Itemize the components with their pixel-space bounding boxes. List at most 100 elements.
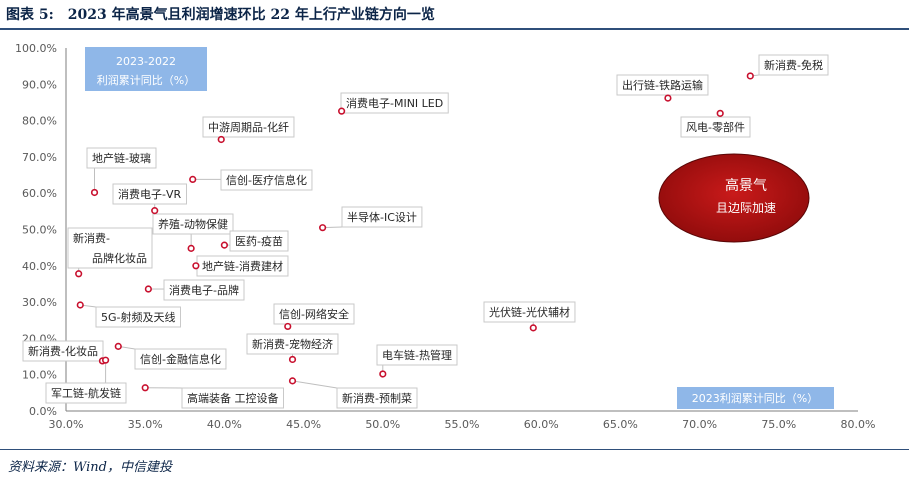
point-label: 新消费- 品牌化妆品 xyxy=(67,227,153,269)
data-point xyxy=(284,322,292,331)
point-label-text: 新消费-预制菜 xyxy=(342,391,412,405)
data-point xyxy=(75,270,83,278)
point-label-text: 新消费-免税 xyxy=(764,58,823,72)
highlight-ellipse xyxy=(658,153,810,243)
point-label-box xyxy=(112,183,187,205)
point-label: 中游周期品-化纤 xyxy=(202,116,295,138)
y-axis-title-box: 2023-2022 利润累计同比（%） xyxy=(85,47,207,91)
point-label-box xyxy=(95,306,181,328)
point-label-box xyxy=(616,74,709,96)
y-axis-title-line1: 2023-2022 xyxy=(116,55,176,68)
data-point xyxy=(288,355,297,364)
point-label-box xyxy=(220,169,313,191)
point-label-text: 消费电子-MINI LED xyxy=(346,96,443,110)
x-axis-title: 2023利润累计同比（%） xyxy=(692,391,818,405)
y-tick-label: 0.0% xyxy=(29,405,57,418)
source-note: 资料来源：Wind，中信建投 xyxy=(8,460,172,475)
point-label-box xyxy=(246,333,339,355)
y-tick-label: 100.0% xyxy=(15,42,57,55)
point-label-text: 消费电子-VR xyxy=(118,187,181,201)
point-label-text: 地产链-消费建材 xyxy=(202,259,283,273)
point-label-text: 高端装备 工控设备 xyxy=(187,391,279,405)
point-label-text: 电车链-热管理 xyxy=(382,348,452,362)
data-point xyxy=(217,135,225,144)
point-label-text: 光伏链-光伏辅材 xyxy=(489,305,570,319)
y-tick-label: 60.0% xyxy=(22,187,57,200)
point-label-box xyxy=(86,147,157,169)
point-label: 养殖-动物保健 xyxy=(152,213,234,235)
point-label: 消费电子-MINI LED xyxy=(340,92,449,114)
data-point xyxy=(529,324,537,332)
point-label-text: 养殖-动物保健 xyxy=(158,217,228,231)
point-label: 地产链-消费建材 xyxy=(196,255,289,277)
data-point xyxy=(288,377,297,385)
data-point xyxy=(101,356,110,364)
point-label: 新消费-预制菜 xyxy=(336,387,418,409)
point-label-box xyxy=(340,92,449,114)
y-tick-label: 40.0% xyxy=(22,260,57,273)
data-point xyxy=(338,107,346,115)
point-label: 新消费-化妆品 xyxy=(22,340,104,362)
figure-title-text: 2023 年高景气且利润增速环比 22 年上行产业链方向一览 xyxy=(67,7,435,23)
point-label-box xyxy=(341,206,423,228)
data-point xyxy=(141,384,149,392)
y-tick-label: 10.0% xyxy=(22,369,57,382)
data-point xyxy=(114,342,122,350)
y-tick-label: 50.0% xyxy=(22,224,57,237)
point-label-box xyxy=(229,230,289,252)
point-label-text: 军工链-航发链 xyxy=(51,386,121,400)
x-axis-title-box: 2023利润累计同比（%） xyxy=(677,387,834,409)
data-point xyxy=(151,207,159,215)
point-label-text: 信创-医疗信息化 xyxy=(226,173,307,187)
y-tick-label: 80.0% xyxy=(22,115,57,128)
y-tick-label: 30.0% xyxy=(22,296,57,309)
point-label: 光伏链-光伏辅材 xyxy=(483,301,576,323)
data-point xyxy=(716,109,724,117)
point-label: 出行链-铁路运输 xyxy=(616,74,709,96)
top-rule xyxy=(0,28,909,30)
figure-title: 图表 5: 2023 年高景气且利润增速环比 22 年上行产业链方向一览 xyxy=(6,4,435,26)
point-label: 医药-疫苗 xyxy=(229,230,289,252)
highlight-text-line1: 高景气 xyxy=(725,177,767,194)
point-label: 信创-金融信息化 xyxy=(134,348,227,370)
data-point xyxy=(76,301,84,309)
y-axis-title-line2: 利润累计同比（%） xyxy=(97,73,195,87)
point-label-box xyxy=(22,340,104,362)
point-label-box xyxy=(376,344,458,366)
data-point xyxy=(319,224,327,232)
data-point xyxy=(379,370,387,378)
figure-number: 图表 5: xyxy=(6,7,54,23)
x-tick-label: 65.0% xyxy=(603,418,638,431)
point-label: 信创-医疗信息化 xyxy=(220,169,313,191)
point-label-box xyxy=(163,279,245,301)
point-label: 消费电子-VR xyxy=(112,183,187,205)
data-point xyxy=(664,94,672,102)
point-label-box xyxy=(67,227,153,269)
point-label-text: 出行链-铁路运输 xyxy=(622,78,703,92)
data-point xyxy=(189,175,197,184)
point-label-text: 品牌化妆品 xyxy=(92,251,147,265)
point-label-box xyxy=(152,213,234,235)
highlight-bubble: 高景气 且边际加速 xyxy=(658,153,810,243)
point-label-box xyxy=(483,301,576,323)
point-label: 半导体-IC设计 xyxy=(341,206,423,228)
point-label-text: 信创-网络安全 xyxy=(279,307,349,321)
x-tick-label: 70.0% xyxy=(682,418,717,431)
x-tick-label: 80.0% xyxy=(841,418,876,431)
y-tick-label: 90.0% xyxy=(22,78,57,91)
data-points xyxy=(75,72,754,392)
connector-line xyxy=(292,380,338,389)
x-tick-label: 60.0% xyxy=(524,418,559,431)
point-label-text: 信创-金融信息化 xyxy=(140,352,221,366)
point-label-box xyxy=(680,116,751,138)
highlight-text-line2: 且边际加速 xyxy=(716,201,776,215)
bottom-rule xyxy=(0,449,909,450)
x-tick-label: 45.0% xyxy=(286,418,321,431)
point-label: 新消费-免税 xyxy=(758,54,829,76)
point-label-text: 新消费-化妆品 xyxy=(28,344,98,358)
point-label: 高端装备 工控设备 xyxy=(181,387,284,409)
point-label-box xyxy=(134,348,227,370)
data-point xyxy=(144,285,152,293)
point-label-text: 中游周期品-化纤 xyxy=(208,120,289,134)
